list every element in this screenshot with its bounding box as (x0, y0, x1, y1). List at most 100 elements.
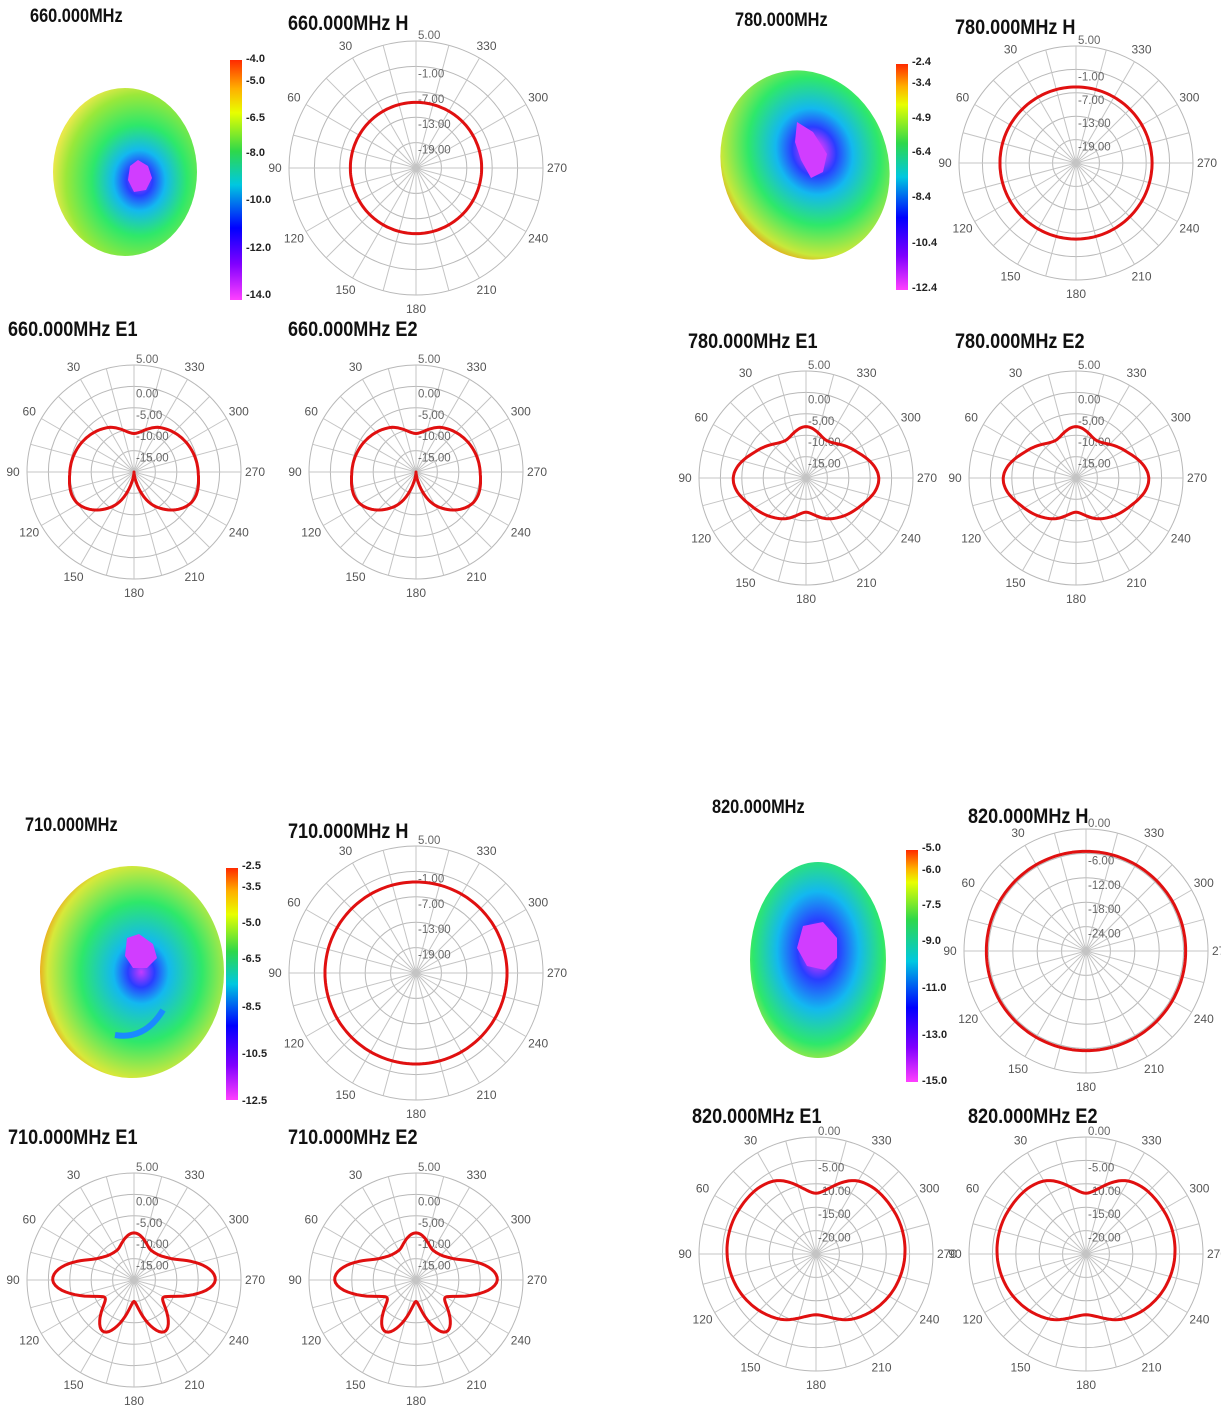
angle-tick-label: 330 (476, 844, 496, 858)
colorbar-label: -8.0 (246, 147, 265, 159)
grid-spoke (815, 1253, 918, 1313)
grid-spoke (41, 418, 135, 473)
angle-tick-label: 300 (229, 1213, 249, 1227)
colorbar-label: -12.4 (912, 282, 938, 294)
grid-spoke (312, 443, 417, 473)
colorbar-label: -4.0 (246, 53, 265, 65)
grid-spoke (1085, 950, 1173, 1038)
grid-spoke (1053, 950, 1087, 1069)
polar-chart: 30 60 90 120 150 180 210 240 270 300 330 5.00 0.00 -5… (6, 1162, 265, 1408)
grid-spoke (415, 45, 450, 169)
angle-tick-label: 270 (917, 471, 937, 485)
grid-spoke (80, 1279, 135, 1373)
grid-spoke (339, 1203, 417, 1281)
grid-spoke (805, 424, 899, 479)
grid-spoke (752, 385, 807, 479)
radial-tick-label: 5.00 (418, 30, 440, 42)
grid-spoke (805, 449, 910, 479)
polar-chart: 30 60 90 120 150 180 210 240 270 300 330 5.00 -1.00 -… (268, 30, 567, 316)
angle-tick-label: 150 (1010, 1360, 1030, 1374)
colorbar-label: -15.0 (922, 1075, 948, 1087)
pattern-trace (51, 1231, 217, 1334)
grid-spoke (387, 1279, 417, 1384)
angle-tick-label: 240 (1179, 222, 1199, 236)
grid-spoke (415, 1279, 470, 1373)
grid-spoke (415, 1251, 520, 1281)
grid-spoke (415, 850, 450, 974)
grid-spoke (362, 471, 417, 565)
radial-tick-label: -7.00 (418, 899, 444, 911)
grid-spoke (1045, 162, 1077, 277)
angle-tick-label: 30 (67, 1168, 81, 1182)
grid-spoke (1085, 1140, 1117, 1255)
angle-tick-label: 240 (901, 532, 921, 546)
angle-tick-label: 270 (245, 465, 265, 479)
radial-tick-label: -5.00 (136, 1218, 162, 1230)
grid-spoke (968, 950, 1087, 984)
grid-spoke (729, 401, 807, 479)
grid-spoke (1075, 449, 1180, 479)
angle-tick-label: 90 (943, 944, 957, 958)
radial-tick-label: 0.00 (418, 1196, 440, 1208)
grid-spoke (133, 368, 163, 473)
grid-spoke (325, 167, 417, 259)
angle-tick-label: 90 (268, 161, 282, 175)
grid-spoke (1075, 401, 1153, 479)
grid-spoke (1085, 1253, 1200, 1285)
angle-tick-label: 240 (528, 232, 548, 246)
grid-spoke (1045, 49, 1077, 164)
pattern-trace (1001, 425, 1151, 521)
angle-tick-label: 90 (948, 1247, 962, 1261)
pattern-trace (348, 100, 484, 236)
colorbar-label: -6.4 (912, 146, 931, 158)
angle-tick-label: 300 (229, 405, 249, 419)
radial-tick-label: 0.00 (1088, 1126, 1110, 1138)
chart-title: 820.000MHz E1 (692, 1105, 822, 1128)
grid-spoke (415, 167, 480, 279)
radial-tick-label: -24.00 (1088, 929, 1121, 941)
angle-tick-label: 150 (335, 283, 355, 297)
colorbar-label: -6.0 (922, 864, 941, 876)
colorbar-label: -4.9 (912, 112, 931, 124)
grid-spoke (105, 368, 135, 473)
radial-tick-label: -10.00 (418, 431, 451, 443)
grid-spoke (415, 1279, 493, 1357)
grid-spoke (1085, 950, 1204, 984)
radial-tick-label: -15.00 (1078, 459, 1111, 471)
radial-tick-label: 5.00 (808, 360, 830, 372)
angle-tick-label: 150 (335, 1088, 355, 1102)
angle-tick-label: 60 (695, 411, 709, 425)
grid-spoke (133, 1279, 163, 1384)
grid-spoke (972, 449, 1077, 479)
radial-tick-label: -10.00 (1078, 437, 1111, 449)
colorbar-label: -2.4 (912, 56, 931, 68)
colorbar-label: -6.5 (242, 953, 261, 965)
grid-spoke (1075, 162, 1160, 247)
grid-spoke (702, 1223, 817, 1255)
grid-spoke (1002, 1170, 1087, 1255)
grid-spoke (1053, 833, 1087, 952)
colorbar-label: -5.0 (246, 75, 265, 87)
grid-spoke (415, 1279, 445, 1384)
grid-spoke (702, 1253, 817, 1285)
pattern-trace (725, 1179, 907, 1322)
3d-pattern-710 (40, 866, 224, 1078)
grid-spoke (974, 104, 1077, 164)
grid-spoke (1075, 162, 1178, 222)
grid-spoke (1075, 374, 1105, 479)
grid-spoke (323, 1279, 417, 1334)
angle-tick-label: 120 (284, 232, 304, 246)
grid-spoke (1075, 477, 1105, 582)
angle-tick-label: 120 (958, 1012, 978, 1026)
angle-tick-label: 90 (948, 471, 962, 485)
grid-spoke (41, 471, 135, 526)
chart-title: 820.000MHz E2 (968, 1105, 1098, 1128)
grid-spoke (1075, 162, 1135, 265)
angle-tick-label: 300 (919, 1182, 939, 1196)
grid-spoke (415, 1226, 509, 1281)
angle-tick-label: 300 (511, 405, 531, 419)
grid-spoke (1085, 864, 1173, 952)
angle-tick-label: 180 (806, 1378, 826, 1392)
grid-spoke (133, 1279, 188, 1373)
grid-spoke (1027, 1253, 1087, 1356)
